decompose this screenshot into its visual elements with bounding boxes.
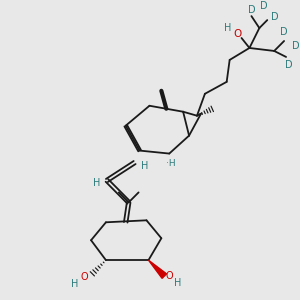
- Text: H: H: [224, 23, 231, 33]
- Text: H: H: [175, 278, 182, 288]
- Text: ·H: ·H: [167, 159, 176, 168]
- Text: O: O: [80, 272, 88, 282]
- Text: D: D: [292, 41, 300, 51]
- Text: H: H: [93, 178, 101, 188]
- Text: D: D: [280, 27, 288, 37]
- Text: H: H: [141, 160, 148, 170]
- Text: H: H: [70, 279, 78, 289]
- Text: D: D: [248, 5, 255, 15]
- Text: D: D: [285, 60, 293, 70]
- Polygon shape: [148, 260, 166, 278]
- Text: D: D: [260, 1, 268, 11]
- Text: O: O: [166, 271, 173, 281]
- Text: O: O: [233, 29, 242, 39]
- Text: D: D: [272, 12, 279, 22]
